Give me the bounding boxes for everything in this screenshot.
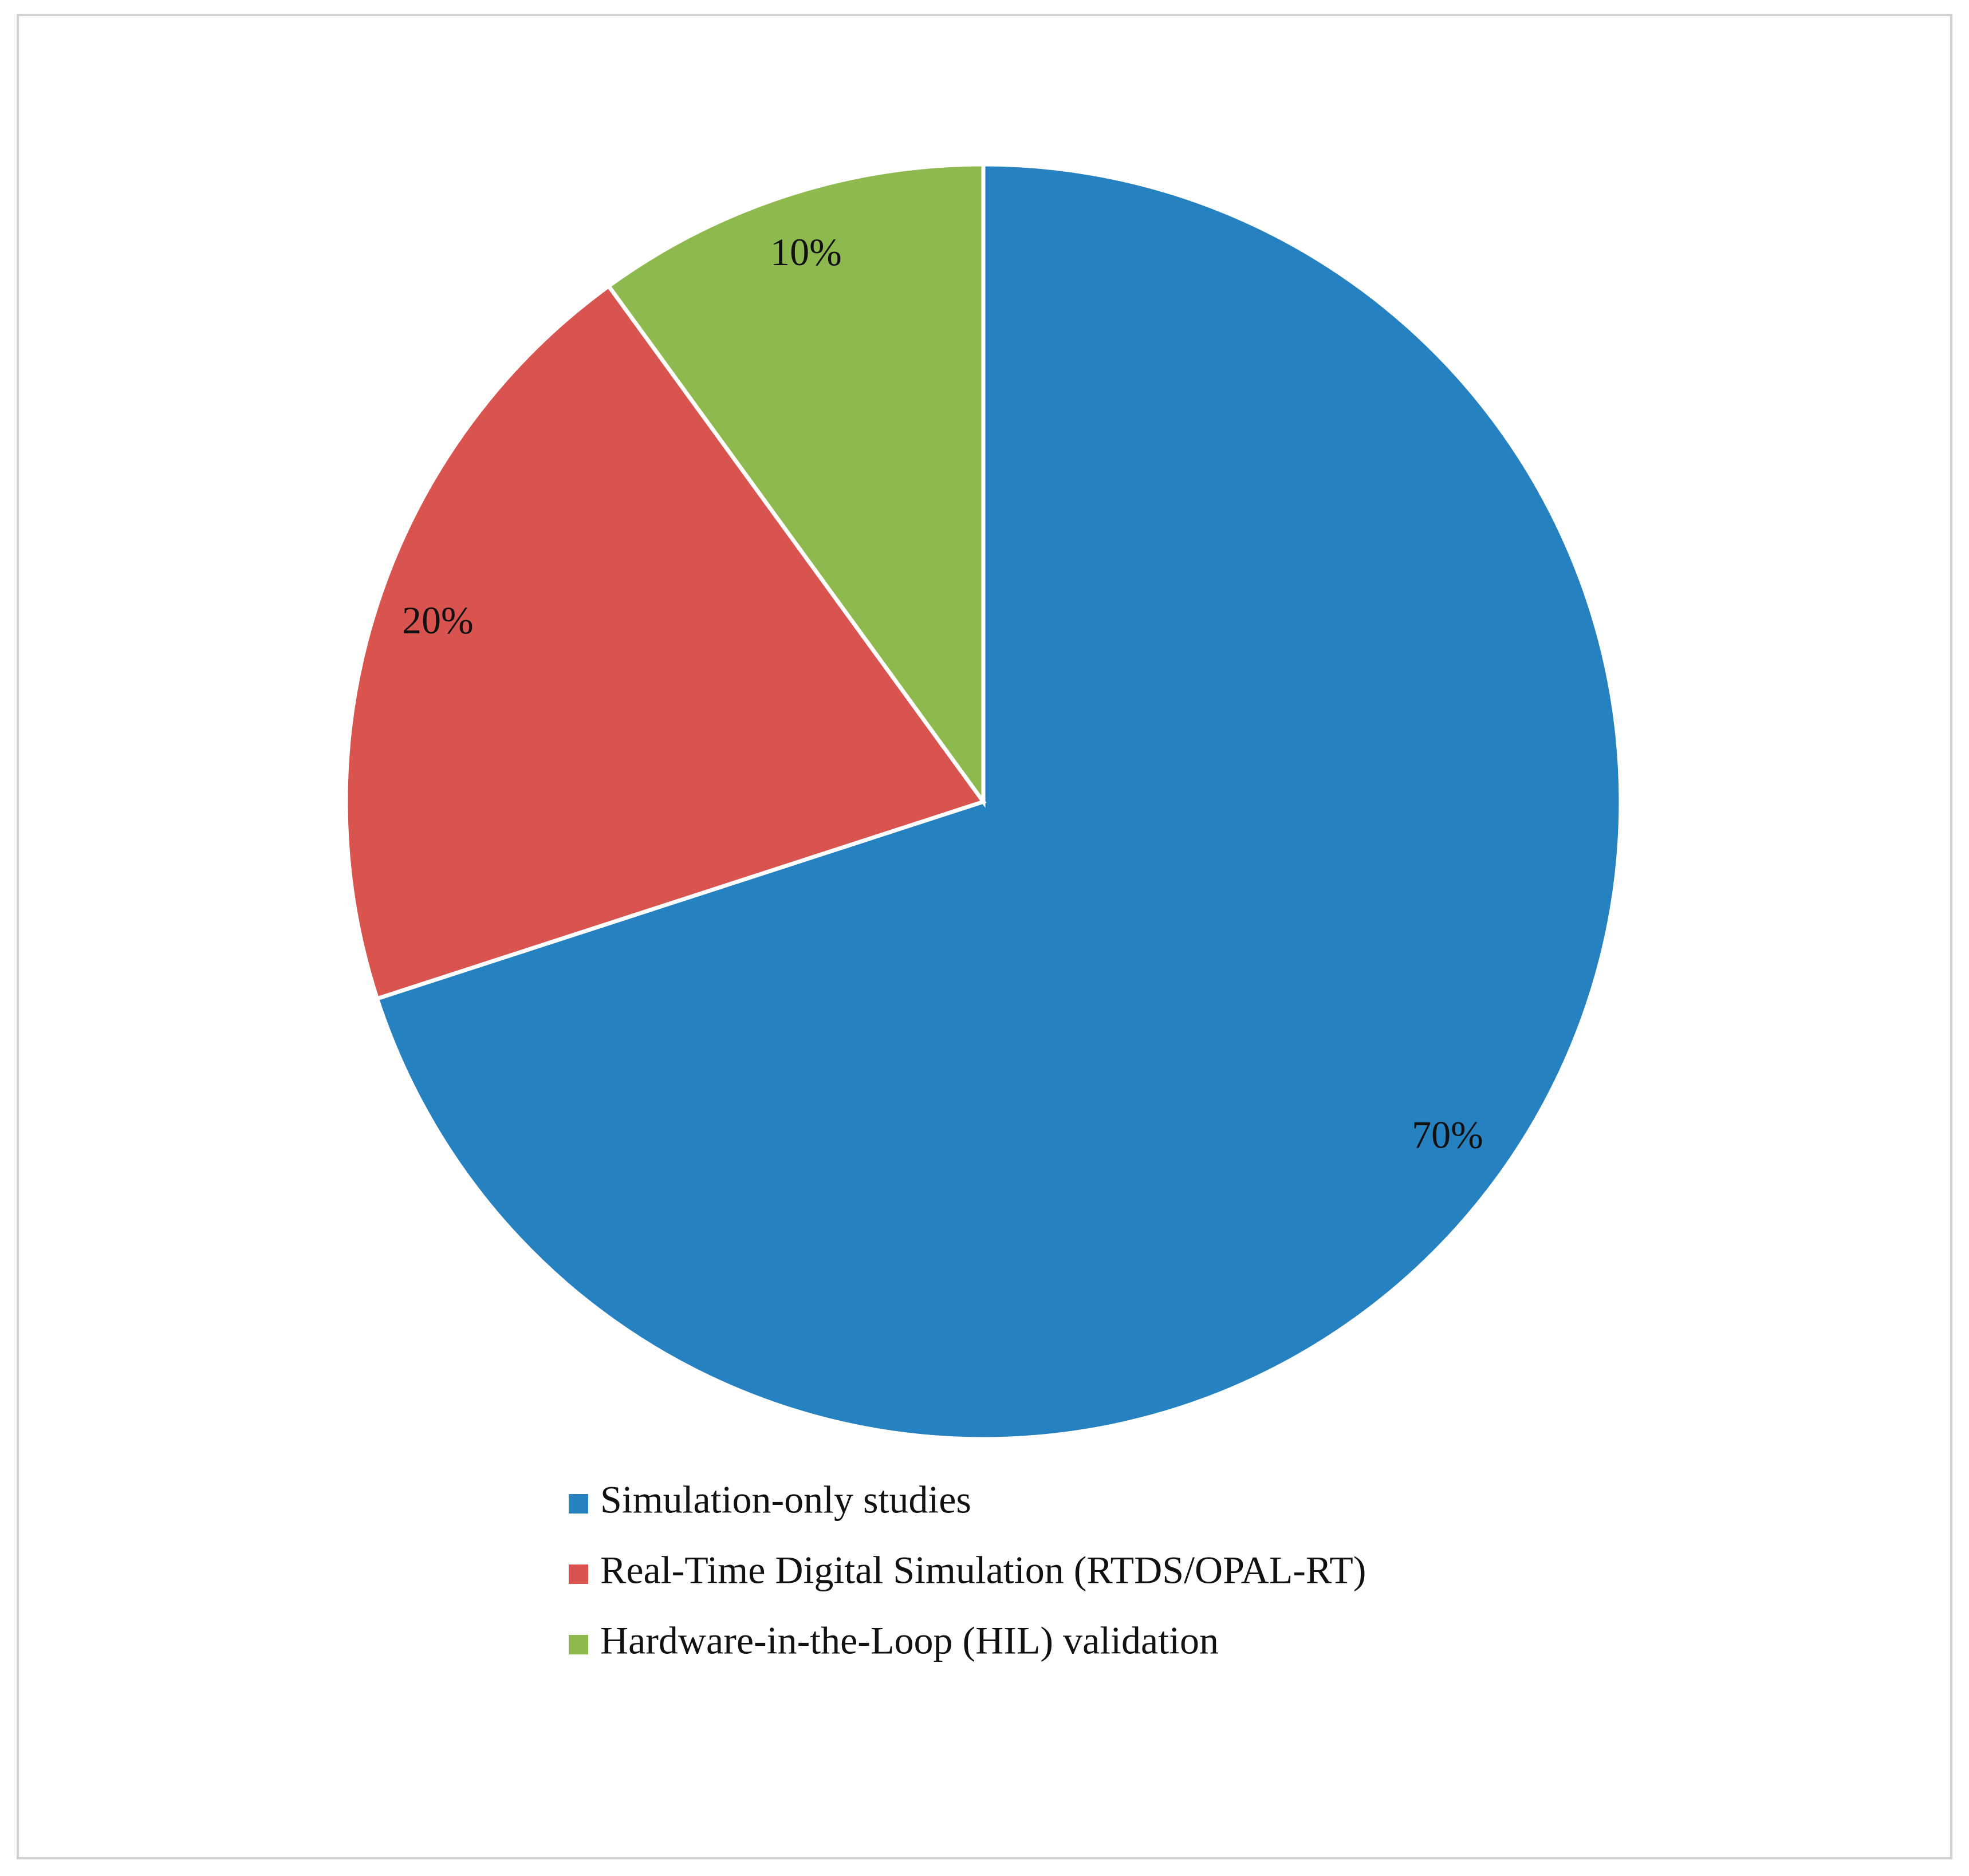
legend-label: Simulation-only studies <box>600 1478 971 1522</box>
data-label: 70% <box>1412 1113 1483 1156</box>
data-label: 10% <box>770 230 842 274</box>
pie-slice <box>605 162 986 808</box>
data-label: 20% <box>402 598 474 642</box>
pie-slice <box>344 283 987 1002</box>
legend-swatch <box>569 1635 588 1654</box>
legend-swatch <box>569 1564 588 1584</box>
legend-swatch <box>569 1494 588 1514</box>
legend-label: Hardware-in-the-Loop (HIL) validation <box>600 1619 1219 1662</box>
legend-label: Real-Time Digital Simulation (RTDS/OPAL-… <box>600 1548 1366 1592</box>
pie-slice <box>375 162 1623 1441</box>
